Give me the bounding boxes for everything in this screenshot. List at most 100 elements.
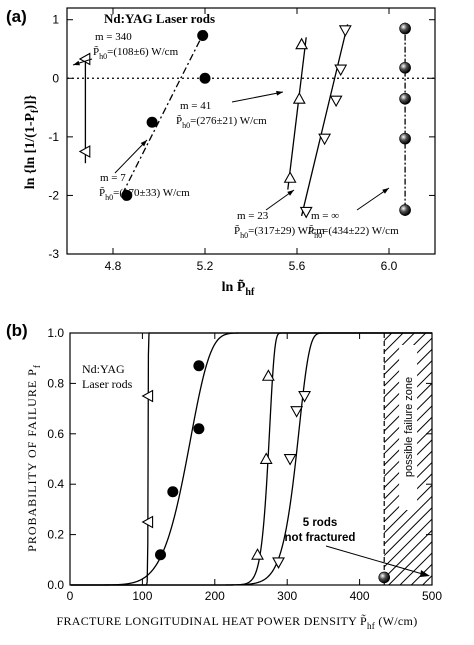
panel-a-axes: 4.8 5.2 5.6 6.0 -3 -2 -1 0 1: [48, 8, 435, 273]
panel-a-annotation-arrow: [231, 91, 284, 103]
panel-a-point: [399, 132, 411, 145]
panel-b-point: [155, 549, 166, 561]
panel-a-fit-line: [287, 37, 307, 190]
panel-b-xtick-label: 500: [422, 589, 442, 603]
panel-b-xlabel: FRACTURE LONGITUDINAL HEAT POWER DENSITY…: [56, 614, 417, 631]
callout-arrow: [325, 545, 427, 576]
panel-a-point: [121, 189, 133, 201]
panel-a: (a) Nd:YAG Laser rods ln {ln [1/(1-Pf)]}…: [6, 7, 436, 298]
panel-a-fit-line: [121, 29, 206, 195]
panel-a-point: [283, 171, 297, 183]
panel-a-annotation-m: m = 340: [95, 31, 132, 43]
panel-a-point: [292, 92, 306, 104]
panel-a-fits: [84, 22, 406, 217]
panel-b-point: [261, 369, 275, 381]
panel-a-fit-line: [300, 24, 349, 217]
panel-b-point: [193, 423, 205, 435]
panel-b-weibull-curve: [70, 332, 432, 586]
panel-a-point: [295, 37, 309, 50]
panel-b-point: [378, 571, 391, 584]
panel-b-point: [167, 486, 179, 498]
panel-b-label: (b): [6, 321, 28, 340]
panel-b-axes: 0 100 200 300 400 500 0.0 0.2 0.4 0.6 0.8 1.0: [47, 326, 442, 603]
panel-a-ytick-label: -2: [48, 188, 59, 202]
panel-a-annotation-p: P̃h0=(434±22) W/cm: [308, 224, 399, 240]
panel-a-point: [399, 92, 411, 105]
zone-label-background: [399, 345, 418, 510]
panel-a-annotations: m = 340 P̃h0=(108±6) W/cm m = 41 P̃h0=(276±…: [72, 31, 399, 240]
panel-b-weibull-curve: [70, 332, 432, 586]
panel-a-point: [399, 204, 411, 216]
panel-a-point: [199, 72, 211, 84]
panel-a-annotation-p: P̃h0=(108±6) W/cm: [93, 45, 179, 61]
callout-arrowhead: [420, 570, 430, 577]
panel-a-annotation-m: m = 41: [180, 100, 211, 112]
panel-b-ytick-label: 0.2: [47, 528, 64, 542]
zone-label: possible failure zone: [403, 377, 415, 477]
panel-a-annotation-m: m = 7: [100, 172, 126, 184]
panel-a-annotation-arrow: [114, 139, 148, 174]
panel-b-weibull-curve: [70, 332, 432, 586]
panel-b-callout-line2: not fractured: [285, 532, 356, 544]
panel-a-point: [318, 133, 332, 146]
panel-a-label: (a): [6, 7, 27, 26]
panel-a-point: [299, 206, 313, 219]
panel-a-point: [197, 30, 209, 42]
panel-a-xtick-label: 6.0: [381, 259, 398, 273]
panel-a-ytick-label: 1: [52, 13, 59, 27]
panel-a-frame: [66, 7, 436, 255]
panel-a-xtick-label: 4.8: [105, 259, 122, 273]
panel-b-weibull-curve: [70, 332, 432, 586]
panel-a-xtick-label: 5.6: [289, 259, 306, 273]
panel-b-point: [141, 389, 154, 403]
panel-b-legend-line1: Nd:YAG: [82, 362, 125, 376]
panel-a-xlabel: ln P̃hf: [222, 278, 255, 298]
panel-a-annotation-p: P̃h0=(276±21) W/cm: [176, 114, 267, 130]
panel-b-ytick-label: 1.0: [47, 326, 64, 340]
panel-b-point: [283, 454, 297, 466]
panel-b-point: [259, 452, 273, 464]
panel-a-arrowhead: [276, 90, 283, 96]
panel-b-xtick-label: 100: [132, 589, 152, 603]
panel-b-point: [290, 406, 304, 418]
panel-a-title: Nd:YAG Laser rods: [104, 11, 215, 26]
panel-b-xtick-label: 400: [350, 589, 370, 603]
panel-a-point: [338, 25, 352, 37]
panel-a-arrowhead: [73, 60, 80, 66]
panel-b-point: [272, 557, 285, 569]
panel-a-annotation-p: P̃h0=(317±29) W/cm: [234, 224, 325, 240]
panel-a-points: [78, 22, 411, 219]
panel-a-arrowhead: [382, 188, 389, 194]
panel-a-point: [399, 22, 411, 35]
panel-a-arrowhead: [140, 140, 147, 147]
panel-b-point: [251, 548, 264, 560]
panel-b-legend-line2: Laser rods: [82, 377, 133, 391]
panel-a-ytick-label: -1: [48, 130, 59, 144]
panel-a-annotation-p: P̃h0=(170±33) W/cm: [99, 186, 190, 202]
panel-a-point: [329, 95, 343, 108]
panel-b-xtick-label: 300: [277, 589, 297, 603]
panel-a-point: [334, 64, 348, 77]
panel-a-ylabel: ln {ln [1/(1-Pf)]}: [23, 94, 41, 189]
panel-b-point: [193, 360, 205, 372]
panel-b-ytick-label: 0.6: [47, 427, 64, 441]
panel-b-callout-line1: 5 rods: [303, 517, 338, 529]
panel-b-ylabel: PROBABILITY OF FAILURE Pf: [25, 364, 42, 552]
panel-a-arrowhead: [287, 190, 294, 196]
panel-b-curves: [70, 332, 432, 586]
panel-b-point: [141, 515, 154, 529]
panel-b-xtick-label: 0: [67, 589, 74, 603]
panel-b: (b) possible failure zone Nd:YAG Laser r…: [6, 321, 442, 631]
panel-a-xtick-label: 5.2: [197, 259, 214, 273]
panel-b-ytick-label: 0.4: [47, 477, 64, 491]
panel-a-ytick-label: 0: [52, 71, 59, 85]
panel-a-point: [399, 61, 411, 74]
panel-a-annotation-m: m = ∞: [311, 210, 339, 222]
panel-b-points: [141, 360, 391, 584]
panel-b-ytick-label: 0.0: [47, 578, 64, 592]
panel-a-point: [78, 145, 91, 158]
panel-a-annotation-m: m = 23: [237, 210, 269, 222]
panel-b-point: [298, 391, 312, 403]
panel-b-xtick-label: 200: [205, 589, 225, 603]
